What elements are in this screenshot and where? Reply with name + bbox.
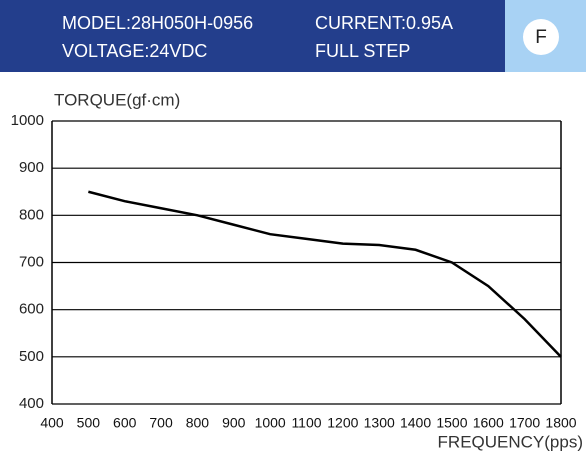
y-tick-label: 400 xyxy=(19,395,44,412)
x-tick-label: 900 xyxy=(222,415,246,431)
y-tick-label: 1000 xyxy=(11,112,44,129)
model: MODEL:28H050H-0956 xyxy=(62,13,253,33)
x-tick-label: 400 xyxy=(40,415,64,431)
x-tick-label: 1400 xyxy=(400,415,431,431)
y-tick-label: 700 xyxy=(19,253,44,270)
badge: F xyxy=(535,27,547,48)
y-tick-label: 500 xyxy=(19,348,44,365)
x-tick-label: 1600 xyxy=(473,415,504,431)
y-tick-label: 800 xyxy=(19,206,44,223)
x-tick-label: 800 xyxy=(186,415,210,431)
x-tick-label: 1500 xyxy=(436,415,467,431)
badge-circle xyxy=(523,19,559,55)
step: FULL STEP xyxy=(315,41,410,61)
x-tick-label: 1800 xyxy=(545,415,576,431)
y-axis-title: TORQUE(gf·cm) xyxy=(54,90,180,109)
x-tick-label: 600 xyxy=(113,415,137,431)
x-tick-label: 500 xyxy=(77,415,101,431)
y-tick-label: 900 xyxy=(19,159,44,176)
header-band xyxy=(0,0,505,72)
x-tick-label: 700 xyxy=(149,415,173,431)
current: CURRENT:0.95A xyxy=(315,13,453,33)
voltage: VOLTAGE:24VDC xyxy=(62,41,207,61)
x-tick-label: 1700 xyxy=(509,415,540,431)
y-tick-label: 600 xyxy=(19,301,44,318)
x-tick-label: 1300 xyxy=(364,415,395,431)
x-tick-label: 1000 xyxy=(255,415,286,431)
x-tick-label: 1100 xyxy=(291,415,321,431)
x-tick-label: 1200 xyxy=(327,415,358,431)
torque-curve xyxy=(88,190,562,358)
x-axis-title: FREQUENCY(pps) xyxy=(438,432,583,451)
